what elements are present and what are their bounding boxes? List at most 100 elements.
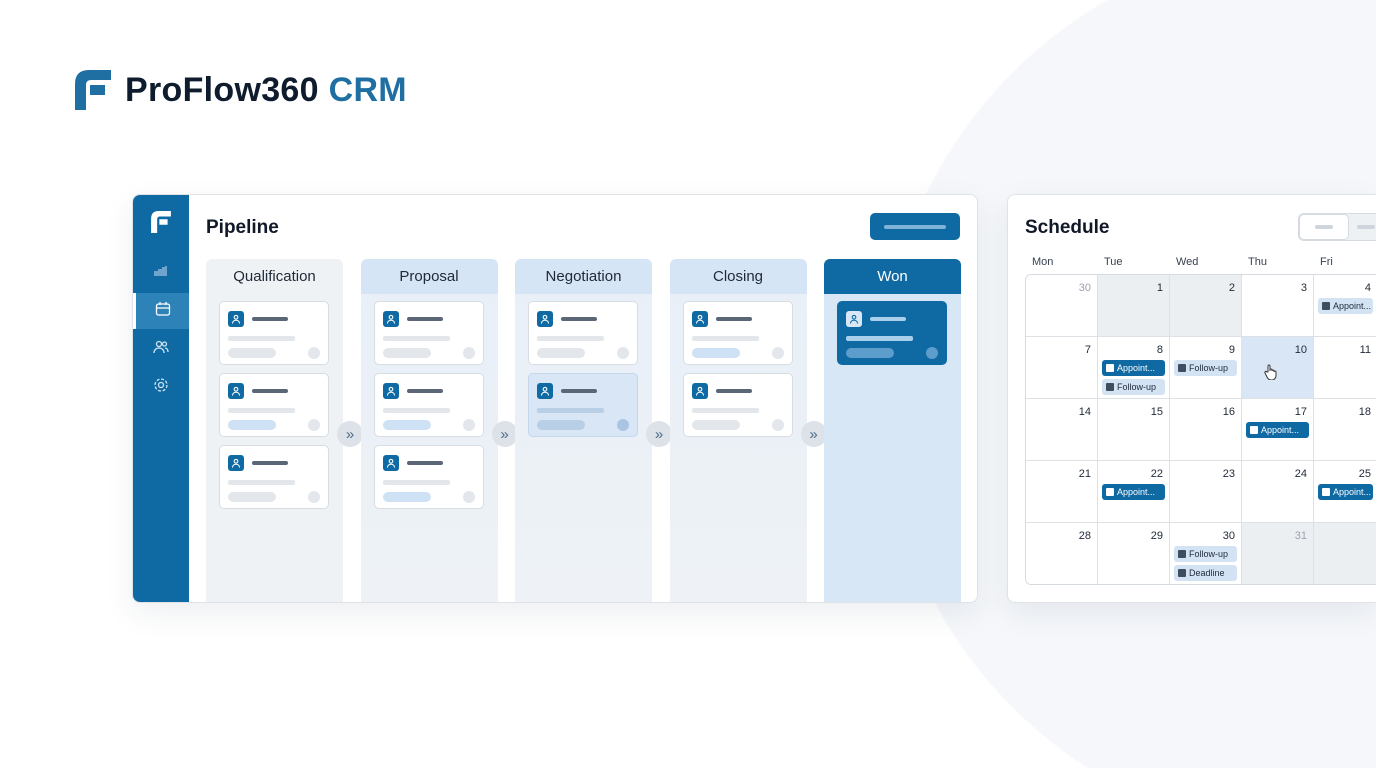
calendar-day[interactable]: 31: [1242, 523, 1314, 584]
calendar-event[interactable]: Follow-up: [1102, 379, 1165, 395]
stage-column-negotiation: Negotiation: [515, 259, 652, 602]
calendar-day[interactable]: 22 Appoint...: [1098, 461, 1170, 523]
user-icon: [691, 311, 708, 327]
pipeline-action-button[interactable]: [870, 213, 960, 240]
deal-card[interactable]: [219, 445, 329, 509]
stage-header: Qualification: [233, 268, 316, 285]
calendar-day[interactable]: 24: [1242, 461, 1314, 523]
deal-card[interactable]: [373, 445, 484, 509]
calendar-day[interactable]: 14: [1026, 399, 1098, 461]
document-icon: [382, 383, 399, 399]
calendar-event[interactable]: Follow-up: [1174, 546, 1237, 562]
stage-column-won: Won: [824, 259, 961, 602]
calendar-event[interactable]: Appoint...: [1102, 484, 1165, 500]
brand-logo: ProFlow360 CRM: [75, 70, 407, 110]
calendar-day[interactable]: 3: [1242, 275, 1314, 337]
event-label: Follow-up: [1189, 363, 1229, 373]
stage-header: Closing: [669, 259, 807, 294]
calendar-day[interactable]: 17 Appoint...: [1242, 399, 1314, 461]
sidebar: [133, 195, 189, 602]
advance-stage-button[interactable]: »: [800, 421, 827, 447]
calendar-day[interactable]: 7: [1026, 337, 1098, 399]
calendar-day[interactable]: 1: [1098, 275, 1170, 337]
day-number: 4: [1364, 282, 1371, 294]
calendar-day[interactable]: 23: [1170, 461, 1242, 523]
calendar-day[interactable]: 21: [1026, 461, 1098, 523]
day-number: 8: [1156, 344, 1163, 356]
day-number: 9: [1228, 344, 1235, 356]
calendar-day[interactable]: 30 Follow-up Deadline: [1170, 523, 1242, 584]
sidebar-item-gear[interactable]: [133, 369, 189, 405]
sidebar-item-users[interactable]: [133, 331, 189, 367]
deal-card[interactable]: [528, 373, 638, 437]
calendar-day[interactable]: 30: [1026, 275, 1098, 337]
sidebar-item-calendar[interactable]: [133, 293, 189, 329]
calendar-day[interactable]: 10: [1242, 337, 1314, 399]
stage-column-proposal: Proposal: [360, 259, 498, 602]
deal-card[interactable]: [373, 373, 484, 437]
calendar-event[interactable]: Appoint...: [1246, 422, 1309, 438]
brand-title: ProFlow360 CRM: [125, 70, 407, 109]
deal-card[interactable]: [373, 301, 484, 365]
briefcase-icon: [382, 311, 399, 327]
day-number: 16: [1222, 406, 1235, 418]
event-label: Deadline: [1189, 568, 1225, 578]
calendar-icon: [1178, 550, 1186, 558]
advance-stage-button[interactable]: »: [491, 421, 518, 447]
advance-stage-button[interactable]: »: [337, 421, 363, 447]
calendar-day[interactable]: 25 Appoint...: [1314, 461, 1376, 523]
advance-stage-button[interactable]: »: [646, 421, 672, 447]
user-icon: [228, 383, 244, 399]
calendar-icon: [1106, 364, 1114, 372]
user-icon: [691, 383, 708, 399]
user-icon: [382, 455, 399, 471]
app-logo-icon: [151, 211, 171, 233]
calendar-day[interactable]: 15: [1098, 399, 1170, 461]
calendar-day[interactable]: [1314, 523, 1376, 584]
deal-card[interactable]: [219, 373, 329, 437]
view-toggle[interactable]: [1298, 213, 1376, 241]
hand-cursor-icon: [1264, 364, 1277, 380]
calendar-day[interactable]: 16: [1170, 399, 1242, 461]
calendar-day[interactable]: 28: [1026, 523, 1098, 584]
deal-card[interactable]: [682, 301, 793, 365]
calendar-icon: [1322, 488, 1330, 496]
sidebar-item-chart[interactable]: [133, 255, 189, 291]
calendar-event[interactable]: Appoint...: [1102, 360, 1165, 376]
day-number: 15: [1150, 406, 1163, 418]
calendar-event[interactable]: Appoint...: [1318, 298, 1373, 314]
deal-card[interactable]: [219, 301, 329, 365]
calendar-event[interactable]: Appoint...: [1318, 484, 1373, 500]
calendar-day[interactable]: 2: [1170, 275, 1242, 337]
calendar-icon: [1250, 426, 1258, 434]
deal-card[interactable]: [528, 301, 638, 365]
calendar-day[interactable]: 11: [1314, 337, 1376, 399]
event-label: Follow-up: [1117, 382, 1157, 392]
calendar-icon: [1106, 383, 1114, 391]
event-label: Appoint...: [1117, 487, 1156, 497]
calendar-event[interactable]: Deadline: [1174, 565, 1237, 581]
stage-header: Negotiation: [515, 259, 652, 294]
view-toggle-option[interactable]: [1299, 214, 1349, 240]
stage-column-qualification: Qualification: [206, 259, 343, 602]
day-number: 28: [1078, 530, 1091, 542]
calendar-icon: [1106, 488, 1114, 496]
calendar-icon: [1178, 364, 1186, 372]
event-label: Appoint...: [1117, 363, 1156, 373]
day-number: 25: [1358, 468, 1371, 480]
calendar-day[interactable]: 18: [1314, 399, 1376, 461]
stage-column-closing: Closing: [669, 259, 807, 602]
calendar-day[interactable]: 8 Appoint... Follow-up: [1098, 337, 1170, 399]
deal-card[interactable]: [682, 373, 793, 437]
day-number: 3: [1300, 282, 1307, 294]
calendar-day[interactable]: 4 Appoint...: [1314, 275, 1376, 337]
day-number: 7: [1084, 344, 1091, 356]
deal-card[interactable]: [837, 301, 947, 365]
calendar-event[interactable]: Follow-up: [1174, 360, 1237, 376]
weekday-label: Mon: [1032, 256, 1054, 268]
event-label: Appoint...: [1333, 487, 1372, 497]
calendar-day[interactable]: 29: [1098, 523, 1170, 584]
proflow-logo-icon: [75, 70, 111, 110]
event-label: Appoint...: [1261, 425, 1300, 435]
calendar-day[interactable]: 9 Follow-up: [1170, 337, 1242, 399]
